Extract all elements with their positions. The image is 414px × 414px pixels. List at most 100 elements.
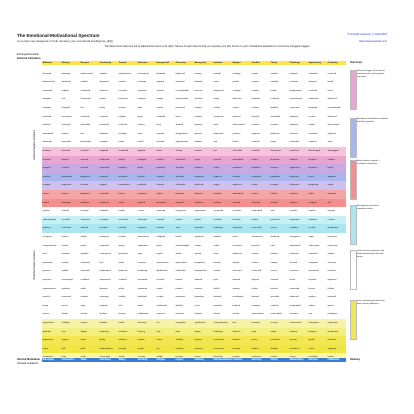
grid-cell: enslaved (99, 175, 108, 178)
grid-cell: loyal (213, 279, 218, 281)
grid-cell: infuriated (251, 201, 261, 204)
grid-cell: petrified (137, 201, 145, 204)
grid-row: mercy faith pride independence strength insig… (42, 344, 346, 354)
grid-cell: shocked (175, 167, 184, 170)
grid-cell: embarrassed (80, 72, 93, 75)
grid-cell: honor (80, 339, 86, 342)
grid-cell: beloved (232, 304, 240, 307)
grid-cell: persistent (289, 253, 299, 256)
grid-cell: lost (80, 132, 84, 135)
grid-cell: delighted (156, 236, 166, 238)
grid-cell: vitality (118, 353, 137, 362)
grid-cell: gratitude (42, 330, 51, 333)
grid-cell: apprehensive (175, 141, 189, 144)
grid-cell: clueless (251, 107, 260, 109)
grid-cell: agitated (156, 81, 164, 84)
grid-cell: learning (137, 330, 145, 333)
grid-cell: famous (175, 279, 183, 281)
grid-cell: play (156, 330, 161, 333)
grid-cell: steady (61, 313, 68, 316)
side-legend-text: Constructive responses that build relati… (357, 250, 385, 258)
grid-row: vengeful crushed mocked repressed appalled dr… (42, 164, 346, 173)
grid-cell: stability (270, 347, 278, 350)
grid-cell: fun (156, 322, 160, 324)
grid-cell: opposed (251, 132, 260, 135)
need-cell: Freedom (232, 358, 251, 362)
grid-cell: exposed (175, 201, 184, 204)
site-link[interactable]: https://www.eqtools.com (359, 40, 387, 43)
grid-cell: awed (137, 304, 143, 307)
grid-cell: autonomous (99, 253, 112, 256)
grid-cell: bored (327, 81, 333, 84)
grid-cell: hostile (270, 89, 277, 92)
grid-row: gratitude trust dignity autonomy resilience l… (42, 327, 346, 337)
grid-cell: wisdom (137, 339, 145, 342)
grid-cell: agitated (137, 150, 145, 152)
grid-cell: noble (80, 287, 86, 290)
grid-cell: consoled (61, 218, 70, 221)
grid-cell: amused (156, 218, 164, 221)
grid-cell: ambivalent (308, 98, 319, 101)
grid-cell: optimistic (308, 218, 318, 221)
grid-cell: resilience (118, 330, 128, 333)
grid-cell: disappointed (175, 132, 188, 135)
grid-cell: visionary (327, 261, 336, 264)
grid-cell: lonely (99, 107, 106, 109)
grid-cell: upset (137, 132, 143, 135)
grid-cell: frantic (156, 150, 163, 152)
grid-cell: disturbed (156, 72, 166, 75)
grid-cell: stubborn (289, 158, 298, 161)
grid-cell: confident (80, 279, 90, 281)
grid-cell: loving (42, 304, 49, 307)
grid-cell: insecure (270, 167, 279, 170)
grid-cell: tormented (61, 141, 71, 144)
grid-cell: brilliant (327, 287, 335, 290)
grid-cell: unsure (232, 107, 239, 109)
grid-cell: suspicious (213, 115, 224, 118)
grid-cell: acceptance (42, 353, 61, 362)
grid-cell: anxious (118, 107, 126, 109)
grid-cell: seen (175, 227, 181, 230)
side-legend-section: Recognition of positive emotional states… (350, 205, 388, 245)
grid-cell: sovereign (99, 296, 109, 299)
grid-cell: fellowship (213, 353, 232, 362)
grid-cell: excellence (289, 347, 300, 350)
grid-cell: healed (118, 210, 125, 213)
grid-cell: numb (118, 201, 124, 204)
grid-cell: panicked (137, 184, 146, 187)
grid-cell: belonging (213, 227, 223, 230)
grid-cell: impatient (308, 167, 318, 170)
grid-cell: remorseless (137, 72, 149, 75)
grid-cell: empowered (99, 279, 111, 281)
grid-cell: worthy (80, 236, 87, 238)
grid-cell: healthy (118, 296, 126, 299)
grid-cell: repressed (99, 167, 109, 170)
grid-cell: hurt (61, 98, 66, 101)
grid-cell: degraded (80, 193, 90, 195)
grid-cell: jealous (99, 98, 107, 101)
grid-cell: united (213, 244, 220, 247)
grid-cell: restored (118, 227, 127, 230)
grid-cell: adoring (232, 287, 240, 290)
grid-cell: irritated (270, 72, 278, 75)
grid-cell: shocked (42, 158, 51, 161)
grid-cell: distinguished (194, 270, 207, 273)
grid-cell: wronged (118, 132, 127, 135)
grid-cell: supported (232, 227, 242, 230)
grid-cell: magnanimous (42, 287, 56, 290)
grid-cell: comfort (270, 353, 289, 362)
grid-cell: displeased (213, 89, 224, 92)
need-cell: Autonomy (99, 358, 118, 362)
grid-cell: bored (308, 175, 314, 178)
grid-cell: unhappy (232, 89, 241, 92)
need-cell: Harmony (251, 358, 270, 362)
grid-cell: limitless (99, 313, 107, 316)
grid-cell: defensive (270, 132, 280, 135)
grid-cell: helpless (61, 89, 70, 92)
grid-cell: enlightened (137, 313, 149, 316)
grid-cell: eminent (194, 287, 202, 290)
side-legend-swatch (350, 70, 357, 110)
grid-cell: defiant (251, 158, 258, 161)
grid-cell: frustrated (137, 89, 147, 92)
